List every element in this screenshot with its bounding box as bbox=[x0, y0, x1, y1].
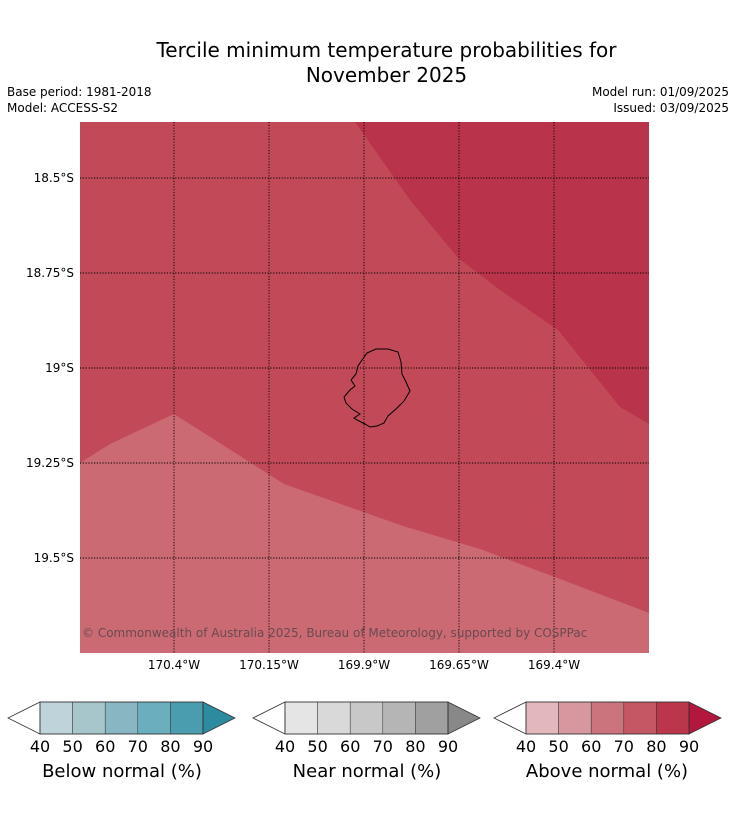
colorbar-swatch bbox=[558, 701, 592, 735]
colorbar-under-arrow bbox=[252, 701, 286, 735]
colorbar-above-normal bbox=[492, 700, 724, 740]
cbar-tick: 40 bbox=[515, 737, 537, 756]
cbar-tick: 90 bbox=[437, 737, 459, 756]
map-canvas bbox=[80, 122, 649, 653]
cbar-tick: 40 bbox=[274, 737, 296, 756]
cbar-tick: 70 bbox=[127, 737, 148, 756]
cbar-tick: 60 bbox=[581, 737, 602, 756]
colorbar-swatch bbox=[623, 701, 657, 735]
cbar-tick: 50 bbox=[548, 737, 569, 756]
lat-label: 19.25°S bbox=[26, 456, 74, 470]
colorbar-under-arrow bbox=[7, 701, 41, 735]
colorbar-below-swatches bbox=[7, 701, 236, 735]
lon-label: 170.4°W bbox=[147, 658, 201, 672]
colorbar-swatch bbox=[656, 701, 690, 735]
base-period: Base period: 1981-2018 bbox=[7, 85, 152, 99]
colorbar-swatch bbox=[39, 701, 73, 735]
lon-label: 169.9°W bbox=[337, 658, 391, 672]
colorbar-over-arrow bbox=[202, 701, 236, 735]
lat-label: 18.75°S bbox=[26, 266, 74, 280]
colorbar-near-label: Near normal (%) bbox=[292, 761, 442, 782]
region-above-60-70 bbox=[80, 414, 649, 653]
colorbar-outline bbox=[39, 701, 204, 735]
colorbar-outline bbox=[525, 701, 690, 735]
cbar-tick: 60 bbox=[95, 737, 116, 756]
issued-date: Issued: 03/09/2025 bbox=[613, 101, 729, 115]
colorbar-swatch bbox=[104, 701, 139, 735]
colorbar-near-normal bbox=[251, 700, 483, 740]
colorbar-below-label: Below normal (%) bbox=[42, 761, 202, 782]
colorbar-swatch bbox=[137, 701, 171, 735]
cbar-tick: 90 bbox=[192, 737, 214, 756]
cbar-tick: 60 bbox=[340, 737, 361, 756]
meta-right: Model run: 01/09/2025 Issued: 03/09/2025 bbox=[592, 84, 729, 116]
lon-label: 169.65°W bbox=[429, 658, 489, 672]
cbar-tick: 90 bbox=[678, 737, 700, 756]
meta-left: Base period: 1981-2018 Model: ACCESS-S2 bbox=[7, 84, 152, 116]
model-run: Model run: 01/09/2025 bbox=[591, 85, 729, 99]
copyright-notice: © Commonwealth of Australia 2025, Bureau… bbox=[82, 626, 588, 640]
chart-title: Tercile minimum temperature probabilitie… bbox=[0, 38, 736, 88]
lat-label: 18.5°S bbox=[33, 171, 74, 185]
colorbar-swatch bbox=[382, 701, 416, 735]
lat-label: 19°S bbox=[45, 361, 74, 375]
lon-label: 169.4°W bbox=[527, 658, 581, 672]
colorbar-below-normal bbox=[6, 700, 238, 740]
colorbar-swatch bbox=[170, 701, 204, 735]
colorbar-swatch bbox=[525, 701, 559, 735]
niue-coastline bbox=[343, 348, 411, 428]
cbar-tick: 70 bbox=[613, 737, 634, 756]
cbar-tick: 80 bbox=[160, 737, 181, 756]
cbar-tick: 70 bbox=[372, 737, 393, 756]
gridlines bbox=[80, 122, 649, 653]
colorbar-swatch bbox=[284, 701, 318, 735]
colorbar-over-arrow bbox=[447, 701, 481, 735]
colorbar-swatch bbox=[72, 701, 106, 735]
colorbar-outline bbox=[284, 701, 449, 735]
colorbar-above-label: Above normal (%) bbox=[525, 761, 689, 782]
colorbar-under-arrow bbox=[493, 701, 527, 735]
colorbar-swatch bbox=[415, 701, 449, 735]
cbar-tick: 40 bbox=[29, 737, 51, 756]
colorbar-swatch bbox=[317, 701, 351, 735]
cbar-tick: 80 bbox=[646, 737, 667, 756]
cbar-tick: 50 bbox=[307, 737, 328, 756]
model-name: Model: ACCESS-S2 bbox=[7, 101, 119, 115]
region-above-80-90 bbox=[355, 122, 649, 424]
colorbar-near-swatches bbox=[252, 701, 481, 735]
colorbar-above-swatches bbox=[493, 701, 722, 735]
lat-label: 19.5°S bbox=[33, 551, 74, 565]
map-panel: © Commonwealth of Australia 2025, Bureau… bbox=[80, 122, 649, 653]
colorbar-swatch bbox=[349, 701, 384, 735]
title-line-1: Tercile minimum temperature probabilitie… bbox=[156, 38, 617, 62]
lon-label: 170.15°W bbox=[239, 658, 299, 672]
colorbar-over-arrow bbox=[688, 701, 722, 735]
colorbar-swatch bbox=[590, 701, 625, 735]
title-line-2: November 2025 bbox=[305, 63, 468, 87]
cbar-tick: 80 bbox=[405, 737, 426, 756]
cbar-tick: 50 bbox=[62, 737, 83, 756]
